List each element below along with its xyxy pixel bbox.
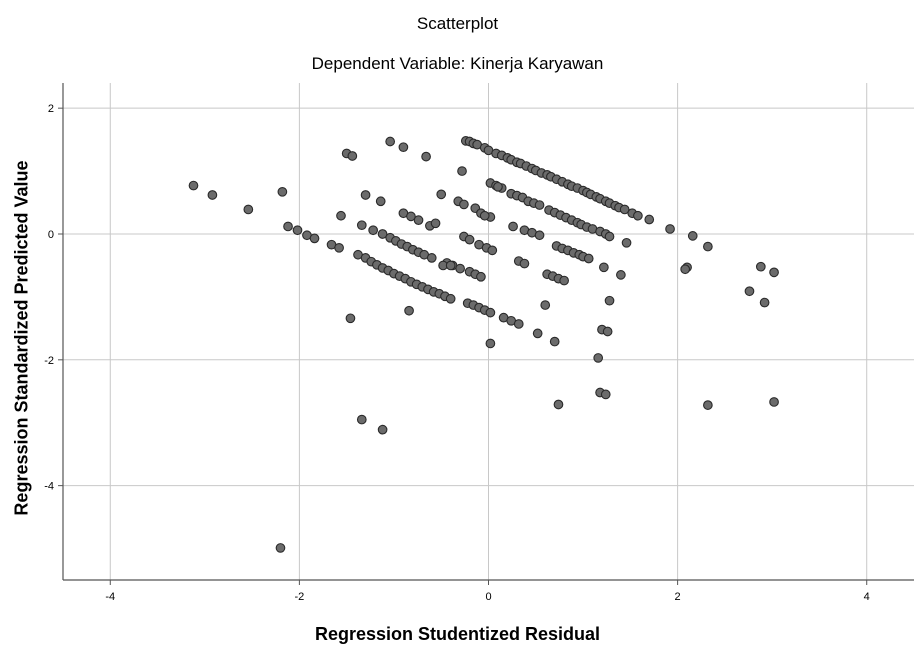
y-tick-label: 2: [48, 103, 54, 115]
scatter-point: [703, 241, 713, 252]
scatter-point: [549, 336, 560, 347]
scatter-point: [534, 200, 545, 210]
scatter-point: [275, 543, 286, 553]
scatter-point: [188, 180, 199, 191]
scatter-point: [513, 319, 524, 329]
scatter-point: [519, 258, 530, 269]
scatter-point: [345, 313, 356, 324]
scatter-point: [309, 233, 320, 244]
scatter-point: [755, 261, 766, 272]
y-tick-label: 0: [48, 229, 54, 241]
scatter-point: [457, 166, 467, 176]
chart-title: Scatterplot: [416, 14, 499, 33]
x-tick-label: -2: [294, 591, 304, 603]
scatter-point: [485, 338, 496, 349]
y-tick-label: -2: [44, 355, 54, 367]
scatter-point: [604, 295, 615, 306]
scatter-point: [540, 300, 551, 310]
x-tick-label: 2: [675, 591, 681, 603]
scatter-point: [583, 253, 594, 264]
x-axis-label: Regression Studentized Residual: [314, 624, 601, 644]
scatter-point: [476, 271, 486, 282]
grid-lines: [63, 83, 914, 580]
scatter-point: [356, 414, 367, 425]
scatter-point: [377, 229, 388, 239]
scatter-point: [360, 190, 371, 200]
scatter-point: [602, 326, 613, 337]
scatter-point: [487, 245, 498, 256]
scatter-point: [455, 263, 465, 274]
scatter-point: [436, 189, 447, 200]
scatter-point: [413, 215, 424, 225]
scatter-point: [445, 293, 456, 304]
scatter-point: [207, 190, 218, 200]
scatter-point: [459, 199, 469, 210]
scatter-point: [508, 221, 518, 232]
scatter-point: [356, 220, 367, 231]
scatter-point: [665, 224, 675, 234]
scatter-point: [604, 231, 615, 242]
data-points: [188, 136, 779, 553]
scatter-point: [687, 231, 698, 241]
scatter-point: [464, 234, 475, 245]
scatter-point: [593, 353, 604, 363]
axis-ticks: -4 -2 0 2 4 -4 -2 0 2: [44, 103, 870, 603]
scatter-point: [368, 225, 378, 236]
scatter-point: [421, 151, 431, 162]
y-axis-label: Regression Standardized Predicted Value: [11, 160, 32, 516]
scatter-point: [616, 270, 626, 280]
scatter-point: [375, 196, 386, 207]
chart-subtitle: Dependent Variable: Kinerja Karyawan: [311, 54, 604, 73]
scatter-point: [703, 400, 713, 410]
scatter-point: [445, 260, 456, 271]
scatter-point: [680, 264, 691, 275]
scatter-point: [377, 424, 388, 435]
scatter-point: [336, 210, 346, 221]
scatter-point: [283, 221, 293, 232]
scatter-point: [277, 186, 288, 197]
scatter-point: [534, 230, 545, 241]
scatter-point: [479, 210, 490, 221]
scatter-point: [398, 142, 409, 153]
scatter-point: [559, 275, 569, 286]
x-tick-label: 0: [485, 591, 491, 603]
scatter-point: [619, 204, 630, 215]
scatter-point: [426, 253, 437, 263]
scatter-point: [385, 136, 396, 147]
scatter-point: [406, 211, 416, 222]
scatter-point: [599, 262, 609, 273]
scatter-point: [334, 242, 344, 253]
scatter-point: [347, 151, 358, 161]
scatter-point: [485, 307, 496, 318]
y-tick-label: -4: [44, 481, 54, 493]
scatter-point: [759, 297, 770, 308]
scatter-point: [292, 225, 303, 236]
scatter-point: [621, 237, 632, 248]
scatter-point: [600, 389, 611, 400]
x-tick-label: -4: [105, 591, 115, 603]
scatter-point: [532, 328, 543, 339]
x-tick-label: 4: [864, 591, 870, 603]
scatter-point: [404, 305, 414, 316]
scatter-point: [553, 399, 564, 410]
scatter-point: [644, 214, 655, 225]
scatter-point: [243, 204, 254, 215]
scatter-point: [769, 397, 779, 407]
scatter-point: [633, 210, 643, 221]
scatter-point: [769, 267, 779, 278]
scatter-point: [493, 181, 503, 192]
scatter-point: [430, 218, 441, 229]
scatter-point: [744, 286, 755, 297]
